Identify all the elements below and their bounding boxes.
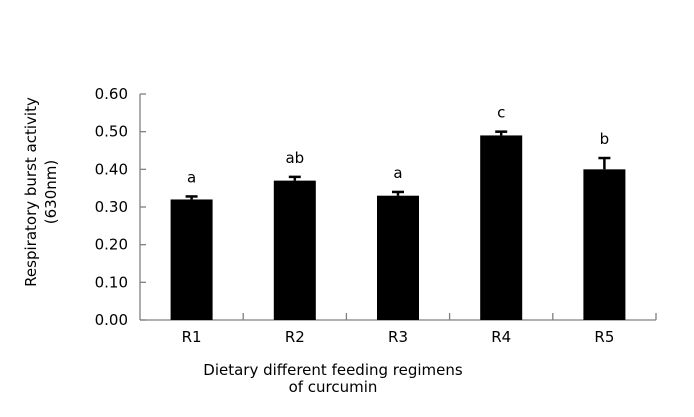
significance-label-R4: c <box>497 104 505 122</box>
significance-label-R2: ab <box>285 149 304 167</box>
bar-R1 <box>170 199 213 320</box>
y-tick-label: 0.20 <box>95 236 128 254</box>
bar-R3 <box>377 195 419 320</box>
x-tick-label-R3: R3 <box>388 328 408 346</box>
bars <box>170 130 626 320</box>
labels: 0.00 0.10 0.20 0.30 0.40 0.50 0.60 a R1 ab R2 a R3 c R… <box>95 85 615 346</box>
y-tick-label: 0.40 <box>95 160 128 178</box>
significance-label-R3: a <box>393 164 402 182</box>
y-axis-title-line-1: Respiratory burst activity <box>22 97 40 287</box>
x-tick-label-R5: R5 <box>594 328 614 346</box>
x-tick-label-R2: R2 <box>285 328 305 346</box>
significance-label-R5: b <box>600 130 610 148</box>
bar-R4 <box>480 135 523 320</box>
axes <box>139 93 657 321</box>
bar-R5 <box>583 169 626 320</box>
significance-label-R1: a <box>187 168 196 186</box>
bar-R2 <box>273 180 316 320</box>
y-tick-label: 0.30 <box>95 198 128 216</box>
y-axis-title-line-2: (630nm) <box>42 160 60 224</box>
y-tick-label: 0.00 <box>95 311 128 329</box>
x-tick-label-R1: R1 <box>182 328 202 346</box>
x-axis-title-line-2: of curcumin <box>289 378 378 396</box>
x-axis-title-line-1: Dietary different feeding regimens <box>203 361 463 379</box>
y-tick-label: 0.50 <box>95 123 128 141</box>
x-tick-label-R4: R4 <box>491 328 511 346</box>
y-tick-label: 0.60 <box>95 85 128 103</box>
y-tick-label: 0.10 <box>95 273 128 291</box>
